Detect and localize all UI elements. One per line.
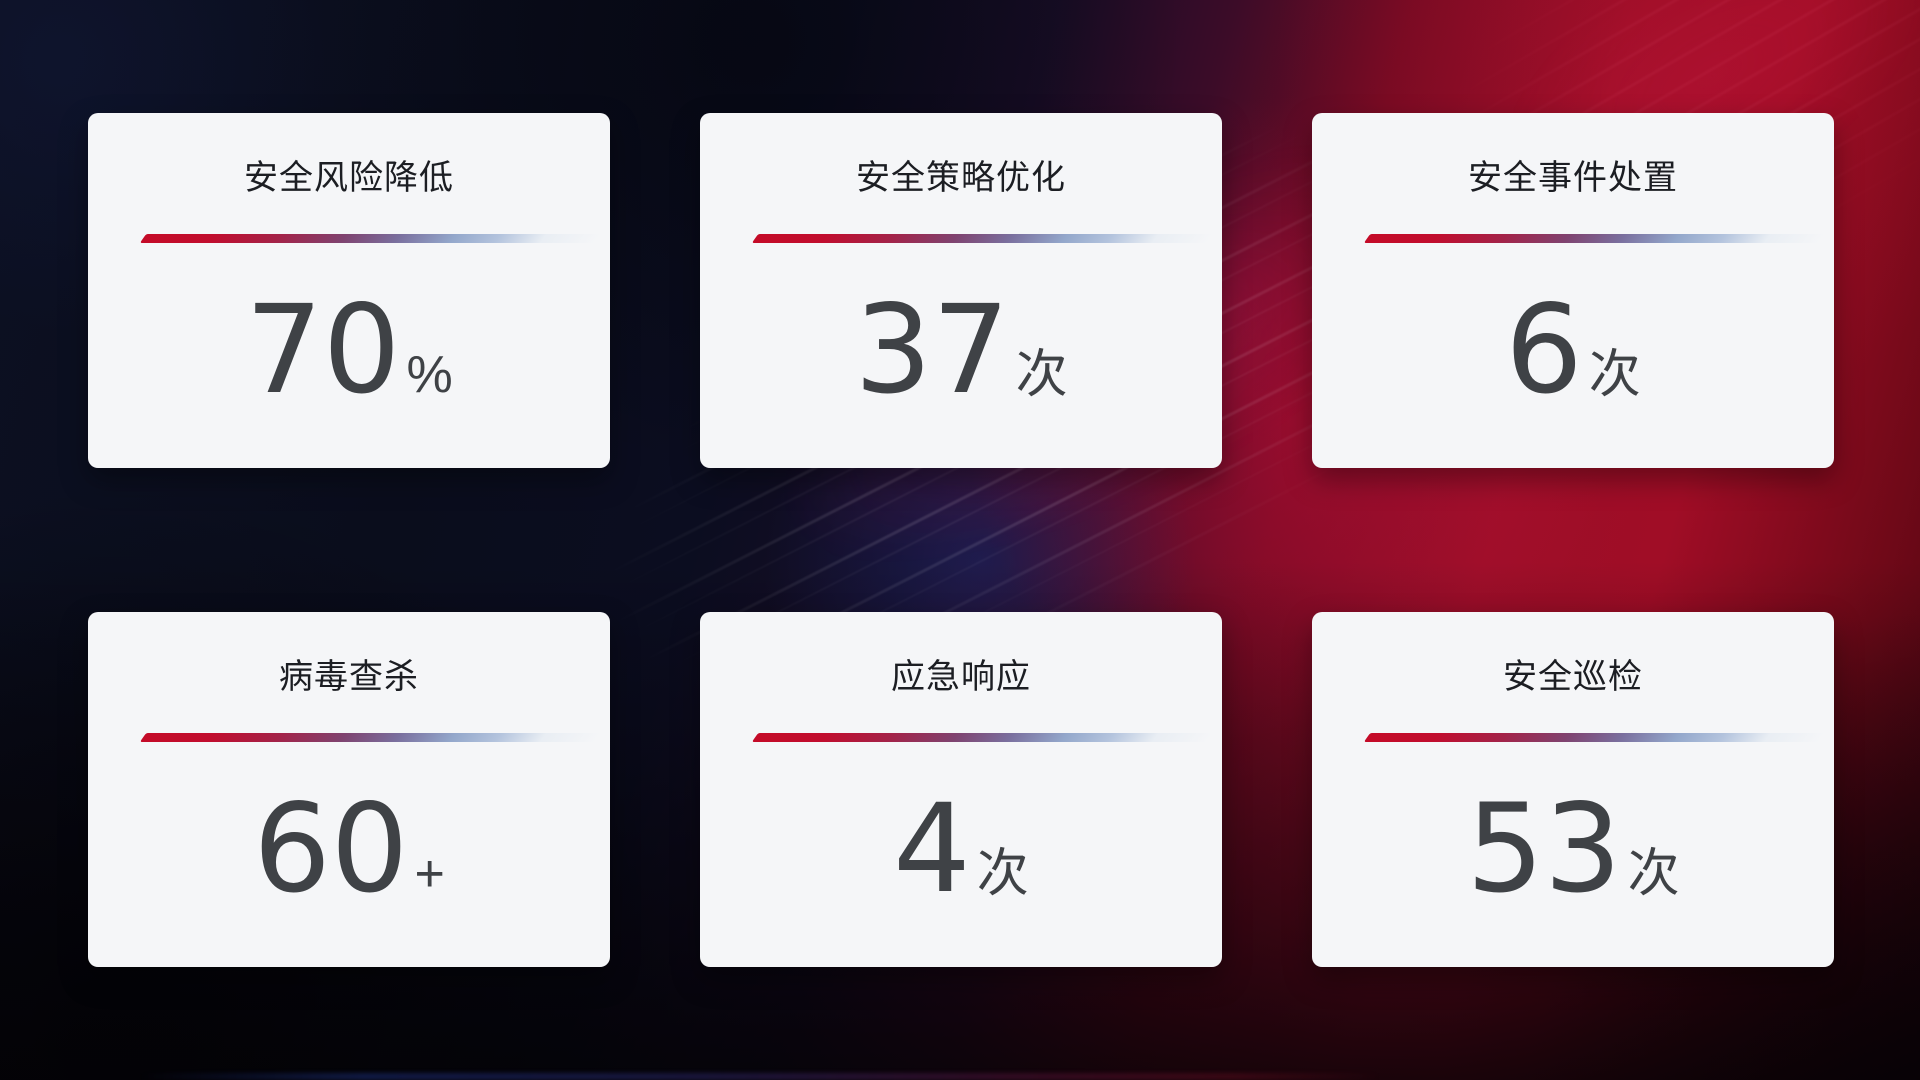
stat-unit: 次 (976, 845, 1029, 903)
stat-unit: 次 (1015, 346, 1068, 404)
stat-value-row: 6 次 (1312, 289, 1834, 411)
stat-unit: 次 (1627, 845, 1680, 903)
stat-value: 6 (1505, 279, 1583, 421)
stat-card-incident-handling: 安全事件处置 6 次 (1312, 113, 1834, 468)
stat-value-row: 60 + (88, 788, 610, 910)
stat-card-virus-scan: 病毒查杀 60 + (88, 612, 610, 967)
stat-value: 60 (253, 778, 409, 920)
stat-value: 37 (854, 279, 1010, 421)
card-title: 应急响应 (891, 658, 1031, 696)
stat-unit: + (414, 845, 445, 903)
stat-card-policy-optimization: 安全策略优化 37 次 (700, 113, 1222, 468)
stat-value-row: 4 次 (700, 788, 1222, 910)
card-title: 病毒查杀 (279, 658, 419, 696)
card-title: 安全风险降低 (244, 159, 454, 197)
stat-value-row: 70 % (88, 289, 610, 411)
card-title: 安全事件处置 (1468, 159, 1678, 197)
card-title: 安全巡检 (1503, 658, 1643, 696)
stat-card-security-inspection: 安全巡检 53 次 (1312, 612, 1834, 967)
divider-line (1363, 733, 1826, 742)
stat-value: 4 (893, 778, 971, 920)
bottom-edge-glow (140, 1073, 1380, 1080)
card-title: 安全策略优化 (856, 159, 1066, 197)
stat-unit: % (406, 346, 453, 404)
stats-grid: 安全风险降低 70 % 安全策略优化 37 次 安全事件处置 6 次 病毒查杀 … (88, 113, 1834, 967)
divider-line (139, 234, 602, 243)
divider-line (751, 234, 1214, 243)
stat-card-risk-reduction: 安全风险降低 70 % (88, 113, 610, 468)
divider-line (139, 733, 602, 742)
stat-value-row: 37 次 (700, 289, 1222, 411)
divider-line (751, 733, 1214, 742)
stat-value: 70 (245, 279, 401, 421)
divider-line (1363, 234, 1826, 243)
stat-value: 53 (1466, 778, 1622, 920)
stat-value-row: 53 次 (1312, 788, 1834, 910)
stat-card-emergency-response: 应急响应 4 次 (700, 612, 1222, 967)
stat-unit: 次 (1588, 346, 1641, 404)
